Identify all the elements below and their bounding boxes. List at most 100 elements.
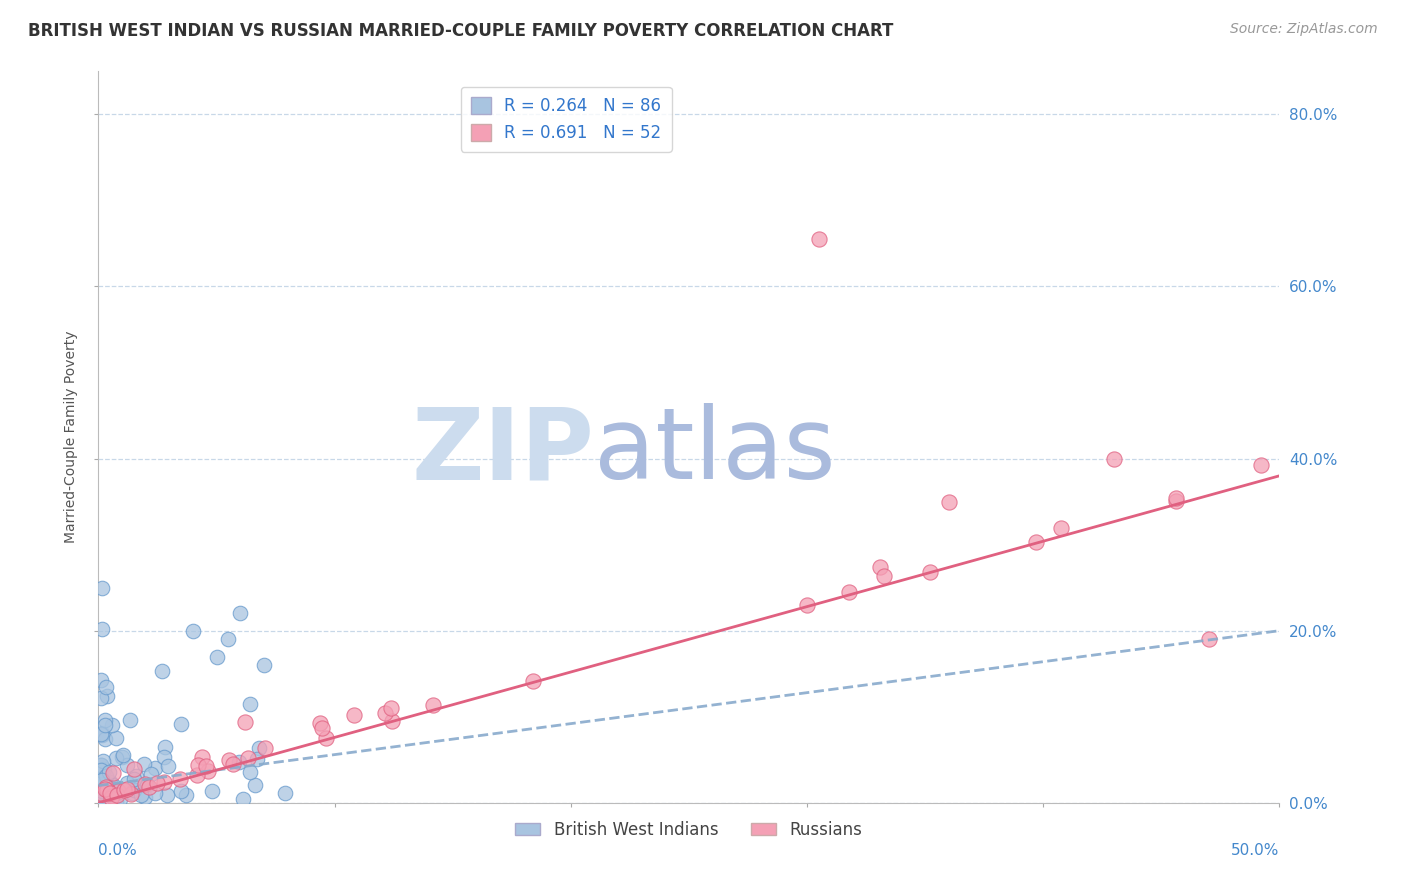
Point xyxy=(938,494,960,508)
Point xyxy=(94,778,117,792)
Point xyxy=(103,778,125,792)
Point xyxy=(111,750,134,764)
Point xyxy=(100,778,122,792)
Point xyxy=(94,713,117,727)
Point xyxy=(873,569,896,583)
Point xyxy=(239,697,262,711)
Point xyxy=(1025,535,1047,549)
Point xyxy=(101,717,124,731)
Point xyxy=(105,731,128,745)
Point xyxy=(143,761,166,775)
Legend: British West Indians, Russians: British West Indians, Russians xyxy=(509,814,869,846)
Point xyxy=(918,565,941,579)
Text: atlas: atlas xyxy=(595,403,837,500)
Point xyxy=(315,731,337,745)
Point xyxy=(247,741,270,756)
Point xyxy=(91,726,114,740)
Point xyxy=(120,787,142,801)
Point xyxy=(96,783,118,797)
Point xyxy=(122,762,145,776)
Point xyxy=(108,792,131,806)
Point xyxy=(233,715,256,730)
Text: Source: ZipAtlas.com: Source: ZipAtlas.com xyxy=(1230,22,1378,37)
Point xyxy=(91,773,114,788)
Text: 50.0%: 50.0% xyxy=(1232,843,1279,858)
Point xyxy=(125,769,148,783)
Point xyxy=(90,727,112,741)
Point xyxy=(141,767,163,781)
Point xyxy=(90,786,112,800)
Point xyxy=(807,232,830,246)
Point xyxy=(135,778,157,792)
Point xyxy=(91,581,114,595)
Point xyxy=(91,754,114,768)
Point xyxy=(243,778,266,792)
Point xyxy=(104,795,127,809)
Point xyxy=(138,780,160,794)
Point xyxy=(98,789,121,803)
Point xyxy=(129,788,152,802)
Point xyxy=(156,788,179,802)
Point xyxy=(91,793,114,807)
Point xyxy=(105,795,128,809)
Point xyxy=(838,585,860,599)
Point xyxy=(146,775,169,789)
Point xyxy=(380,701,402,715)
Point xyxy=(253,740,276,755)
Point xyxy=(101,782,124,797)
Point xyxy=(311,721,333,735)
Point xyxy=(115,781,138,796)
Point xyxy=(217,632,239,647)
Point xyxy=(187,758,209,772)
Point xyxy=(134,790,156,805)
Point xyxy=(104,751,127,765)
Point xyxy=(90,728,112,742)
Text: 0.0%: 0.0% xyxy=(98,843,138,858)
Text: BRITISH WEST INDIAN VS RUSSIAN MARRIED-COUPLE FAMILY POVERTY CORRELATION CHART: BRITISH WEST INDIAN VS RUSSIAN MARRIED-C… xyxy=(28,22,893,40)
Point xyxy=(101,765,124,780)
Point xyxy=(229,607,252,621)
Point xyxy=(90,795,112,809)
Point xyxy=(274,786,297,800)
Point xyxy=(94,680,117,694)
Point xyxy=(186,768,208,782)
Point xyxy=(101,789,124,803)
Point xyxy=(98,786,121,800)
Point xyxy=(309,715,332,730)
Point xyxy=(94,769,117,783)
Point xyxy=(343,707,366,722)
Point xyxy=(150,664,173,678)
Point xyxy=(111,748,134,763)
Point xyxy=(374,706,396,720)
Point xyxy=(190,750,212,764)
Point xyxy=(90,757,112,772)
Point xyxy=(90,785,112,799)
Point xyxy=(104,783,127,797)
Point xyxy=(94,782,117,797)
Point xyxy=(134,777,156,791)
Point xyxy=(115,775,138,789)
Point xyxy=(176,788,198,802)
Point xyxy=(201,783,224,797)
Point xyxy=(124,772,146,786)
Point xyxy=(98,775,121,789)
Point xyxy=(181,624,204,638)
Point xyxy=(381,714,404,728)
Point xyxy=(246,752,269,766)
Point xyxy=(197,764,219,778)
Point xyxy=(96,690,118,704)
Point xyxy=(94,779,117,793)
Point xyxy=(90,770,112,784)
Point xyxy=(108,785,131,799)
Point xyxy=(90,779,112,793)
Point xyxy=(121,786,143,800)
Point xyxy=(194,759,217,773)
Point xyxy=(153,739,176,754)
Point xyxy=(94,731,117,746)
Point xyxy=(90,764,112,778)
Point xyxy=(228,755,250,769)
Point xyxy=(124,783,146,797)
Point xyxy=(143,786,166,800)
Point xyxy=(222,757,245,772)
Point xyxy=(1250,458,1272,473)
